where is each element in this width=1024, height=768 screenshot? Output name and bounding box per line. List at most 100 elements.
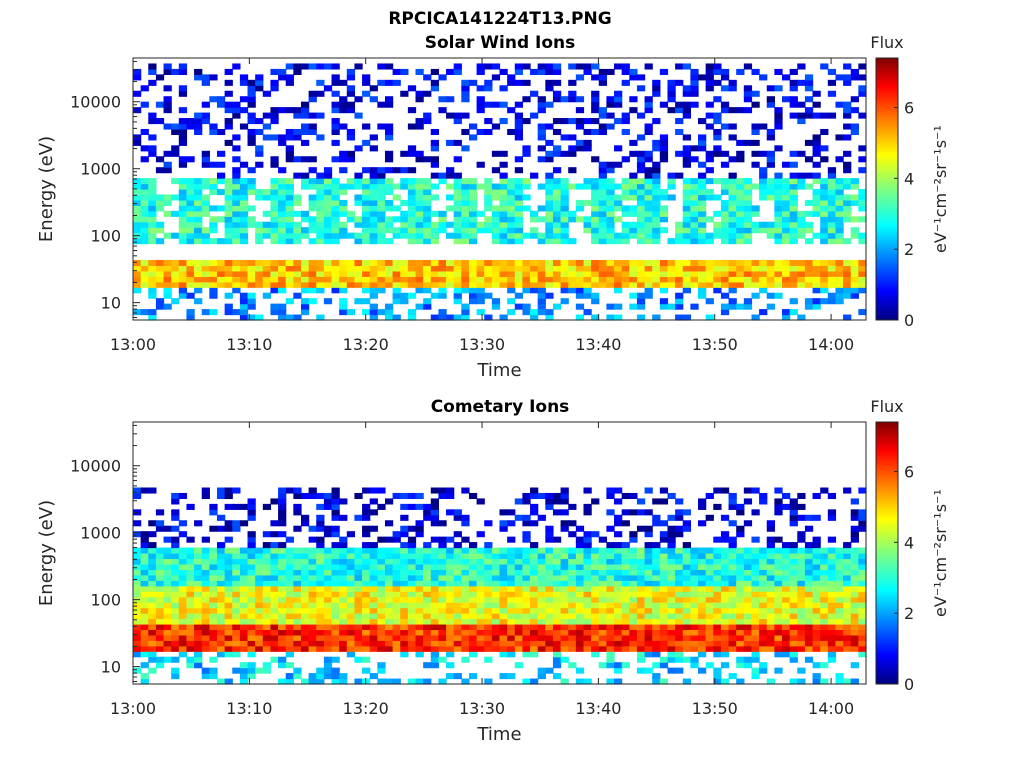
heatmap-cell (423, 558, 432, 565)
heatmap-cell (163, 107, 172, 114)
heatmap-cell (491, 183, 501, 190)
heatmap-cell (285, 629, 294, 636)
heatmap-cell (186, 613, 195, 620)
heatmap-cell (400, 227, 409, 234)
heatmap-cell (782, 221, 791, 228)
heatmap-cell (354, 623, 363, 631)
heatmap-cell (392, 574, 401, 581)
heatmap-cell (316, 569, 325, 576)
heatmap-cell (736, 618, 745, 625)
heatmap-cell (438, 276, 447, 283)
heatmap-cell (270, 591, 279, 598)
heatmap-cell (698, 118, 707, 125)
heatmap-cell (698, 74, 707, 81)
heatmap-cell (614, 101, 623, 108)
heatmap-cell (316, 623, 325, 631)
heatmap-cell (285, 602, 294, 609)
heatmap-cell (820, 145, 829, 152)
heatmap-cell (537, 287, 546, 294)
heatmap-cell (232, 558, 241, 565)
heatmap-cell (163, 536, 172, 543)
heatmap-cell (140, 183, 149, 190)
heatmap-cell (728, 232, 737, 239)
heatmap-cell (476, 640, 485, 647)
heatmap-cell (346, 553, 356, 560)
heatmap-cell (377, 123, 386, 130)
heatmap-cell (659, 613, 669, 620)
heatmap-cell (812, 194, 821, 201)
heatmap-cell (720, 623, 730, 631)
heatmap-cell (171, 618, 180, 625)
heatmap-cell (148, 520, 157, 527)
heatmap-cell (789, 547, 798, 554)
heatmap-cell (568, 585, 577, 592)
heatmap-cell (285, 259, 294, 267)
heatmap-cell (736, 678, 745, 685)
heatmap-cell (621, 607, 630, 614)
heatmap-cell (308, 673, 317, 680)
heatmap-cell (224, 68, 233, 75)
heatmap-cell (377, 569, 386, 576)
heatmap-cell (468, 596, 478, 603)
heatmap-cell (713, 591, 722, 598)
heatmap-cell (262, 232, 272, 239)
heatmap-cell (766, 613, 775, 620)
heatmap-cell (468, 292, 478, 299)
heatmap-cell (789, 199, 798, 206)
heatmap-cell (362, 123, 371, 130)
heatmap-cell (300, 574, 310, 581)
heatmap-cell (621, 205, 630, 212)
heatmap-cell (843, 112, 852, 119)
heatmap-cell (606, 205, 615, 212)
heatmap-cell (614, 542, 623, 549)
heatmap-cell (827, 292, 837, 299)
heatmap-cell (514, 112, 524, 119)
heatmap-cell (774, 199, 783, 206)
heatmap-cell (659, 281, 669, 288)
heatmap-cell (545, 574, 554, 581)
heatmap-cell (438, 640, 447, 647)
heatmap-cell (583, 183, 592, 190)
heatmap-cell (636, 303, 646, 310)
heatmap-cell (606, 613, 615, 620)
heatmap-cell (690, 74, 699, 81)
heatmap-cell (278, 276, 287, 283)
heatmap-cell (438, 314, 447, 321)
heatmap-cell (369, 623, 378, 631)
heatmap-cell (682, 314, 691, 321)
heatmap-cell (560, 585, 569, 592)
heatmap-cell (545, 558, 554, 565)
heatmap-cell (446, 509, 455, 516)
heatmap-cell (293, 574, 302, 581)
heatmap-cell (720, 607, 730, 614)
heatmap-cell (239, 569, 249, 576)
heatmap-cell (743, 585, 753, 592)
heatmap-cell (354, 678, 363, 685)
heatmap-cell (300, 232, 310, 239)
heatmap-cell (278, 553, 287, 560)
heatmap-cell (163, 574, 172, 581)
heatmap-cell (446, 259, 455, 267)
heatmap-cell (331, 107, 340, 114)
heatmap-cell (507, 178, 516, 185)
heatmap-cell (407, 210, 417, 217)
heatmap-cell (163, 558, 172, 565)
heatmap-cell (797, 553, 806, 560)
heatmap-cell (720, 270, 730, 277)
heatmap-cell (858, 520, 867, 527)
heatmap-cell (400, 623, 409, 631)
heatmap-cell (171, 613, 180, 620)
heatmap-cell (621, 118, 630, 125)
heatmap-cell (690, 613, 699, 620)
heatmap-cell (407, 580, 417, 587)
heatmap-cell (759, 265, 768, 272)
heatmap-cell (178, 221, 188, 228)
heatmap-cell (537, 640, 546, 647)
heatmap-cell (827, 640, 837, 647)
heatmap-cell (499, 607, 508, 614)
heatmap-cell (797, 210, 806, 217)
heatmap-cell (682, 156, 691, 163)
heatmap-cell (232, 221, 241, 228)
heatmap-cell (354, 574, 363, 581)
heatmap-cell (491, 63, 501, 70)
